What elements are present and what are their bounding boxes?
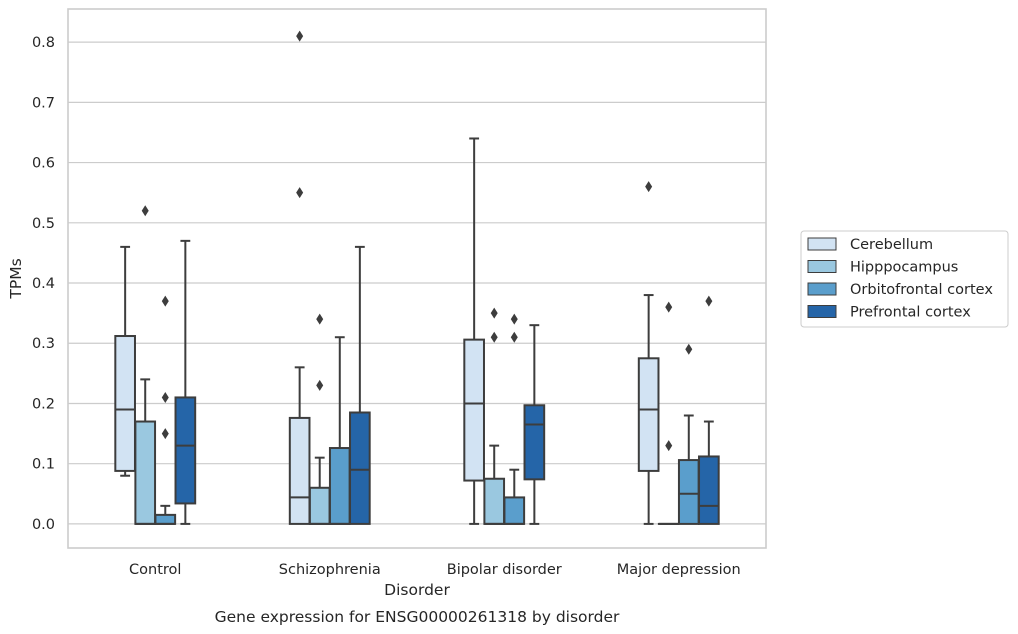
box-body — [637, 357, 660, 472]
box-1-2 — [483, 307, 506, 525]
outlier-point — [141, 205, 149, 217]
box-body — [288, 416, 311, 525]
x-tick-label: Control — [129, 562, 181, 578]
outlier-point — [296, 30, 304, 42]
box-2-0 — [154, 295, 177, 525]
box-3-0 — [174, 239, 197, 525]
y-tick-labels: 0.0 0.1 0.2 0.3 0.4 0.5 0.6 0.7 0.8 — [32, 35, 55, 533]
box-body — [677, 459, 700, 525]
y-tick-label: 0.1 — [32, 457, 55, 473]
outlier-point — [645, 181, 653, 193]
legend-swatch — [807, 305, 837, 318]
box-2-3 — [677, 343, 700, 525]
box-3-2 — [523, 324, 546, 525]
outlier-point — [490, 331, 498, 343]
box-3-3 — [698, 295, 720, 525]
x-tick-labels: Control Schizophrenia Bipolar disorder Majo… — [129, 562, 741, 578]
legend-label: Hipppocampus — [850, 260, 958, 276]
box-1-0 — [134, 205, 157, 525]
y-tick-label: 0.7 — [32, 95, 55, 111]
box-1-3 — [657, 301, 680, 525]
legend-label: Prefrontal cortex — [850, 305, 971, 321]
outlier-point — [665, 301, 673, 313]
box-body — [349, 411, 371, 525]
y-axis-label: TPMs — [7, 258, 25, 299]
outlier-point — [316, 379, 324, 391]
box-body — [463, 338, 485, 482]
box-body — [328, 447, 351, 525]
legend-frame — [800, 230, 1009, 328]
x-tick-label: Major depression — [617, 562, 741, 578]
box-0-2 — [463, 137, 485, 525]
box-body — [503, 496, 526, 525]
legend-swatch — [807, 260, 837, 273]
boxes — [114, 30, 720, 525]
box-body — [483, 477, 506, 525]
box-0-3 — [637, 181, 660, 525]
box-body — [698, 455, 720, 525]
outlier-point — [685, 343, 693, 355]
box-body — [114, 335, 136, 472]
outlier-point — [316, 313, 324, 325]
box-1-1 — [308, 313, 331, 525]
box-body — [134, 420, 157, 525]
box-0-1 — [288, 30, 311, 525]
outlier-point — [161, 295, 169, 307]
outlier-point — [490, 307, 498, 319]
outlier-point — [665, 440, 673, 452]
plot-frame — [67, 8, 767, 549]
box-body — [523, 404, 546, 481]
y-tick-label: 0.3 — [32, 336, 55, 352]
legend: Cerebellum Hipppocampus Orbitofrontal cort… — [800, 230, 1009, 328]
outlier-point — [161, 428, 169, 440]
box-2-1 — [328, 336, 351, 525]
box-body — [174, 396, 197, 505]
outlier-point — [705, 295, 713, 307]
y-tick-label: 0.0 — [32, 517, 55, 533]
x-tick-label: Bipolar disorder — [447, 562, 562, 578]
box-0-0 — [114, 245, 136, 477]
legend-label: Orbitofrontal cortex — [850, 282, 993, 298]
x-axis-label: Disorder — [384, 581, 450, 599]
box-body — [154, 513, 177, 525]
figure-caption: Gene expression for ENSG00000261318 by d… — [215, 608, 620, 626]
outlier-point — [510, 331, 518, 343]
outlier-point — [161, 391, 169, 403]
y-tick-label: 0.2 — [32, 396, 55, 412]
legend-label: Cerebellum — [850, 237, 933, 253]
box-3-1 — [349, 245, 371, 525]
y-tick-label: 0.8 — [32, 35, 55, 51]
legend-swatch — [807, 282, 837, 296]
box-body — [308, 486, 331, 525]
outlier-point — [510, 313, 518, 325]
outlier-point — [296, 187, 304, 199]
y-tick-label: 0.4 — [32, 276, 55, 292]
y-tick-label: 0.5 — [32, 216, 55, 232]
box-2-2 — [503, 313, 526, 525]
gridlines — [68, 41, 766, 525]
y-tick-label: 0.6 — [32, 156, 55, 172]
legend-swatch — [807, 237, 837, 251]
x-tick-label: Schizophrenia — [279, 562, 381, 578]
